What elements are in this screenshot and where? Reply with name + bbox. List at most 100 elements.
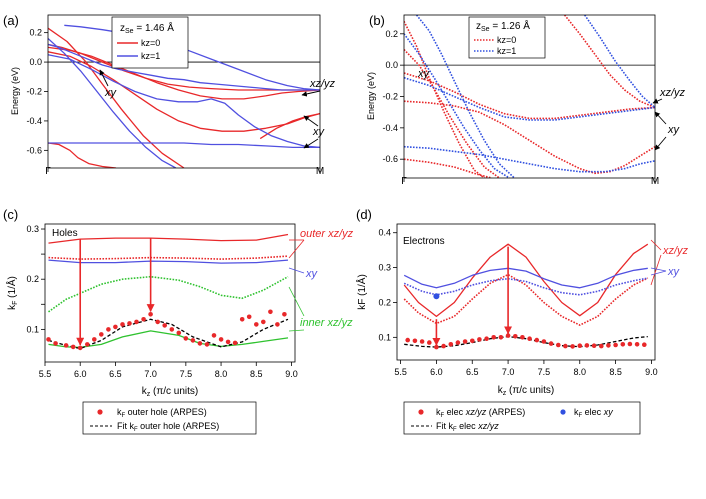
panel-d-data-point — [534, 337, 540, 343]
panel-b-xtick-label: M — [651, 176, 659, 187]
panel-d-annot-xzyz: xz/yz — [662, 245, 689, 257]
panel-c-data-point — [204, 342, 210, 347]
panel-c-data-point — [176, 330, 182, 336]
panel-c-data-point — [197, 341, 203, 346]
panel-d-ytick-label: 0.3 — [378, 263, 391, 273]
panel-c-legend-item-2: Fit kF outer hole (ARPES) — [117, 421, 219, 433]
panel-c-annot-inner-leader1 — [288, 286, 305, 317]
panel-c-data-point — [218, 337, 224, 342]
panel-d-data-point — [477, 337, 482, 342]
panel-d-data-point — [606, 343, 611, 348]
panel-c-xtick-label: 7.0 — [144, 369, 157, 379]
panel-a-annot-xy-top: xy — [104, 87, 118, 99]
panel-d-data-point — [527, 336, 532, 342]
panel-d-data-point — [505, 333, 511, 338]
panel-a-ytick-label: -0.2 — [26, 87, 42, 97]
panel-c-xtick-label: 9.0 — [285, 369, 298, 379]
panel-b-ytick-label: -0.4 — [382, 123, 398, 133]
panel-c-data-point — [268, 309, 273, 315]
panel-d-series-line-4 — [404, 335, 648, 348]
panel-d-data-point — [484, 336, 489, 342]
panel-d-data-point — [448, 342, 454, 347]
panel-b-series-line-1 — [404, 100, 655, 175]
panel-c-data-point — [190, 338, 196, 343]
panel-d-data-point — [570, 344, 575, 349]
panel-d-data-point — [433, 293, 440, 300]
panel-c-data-point — [53, 341, 58, 346]
panel-c-annot-inner: inner xz/yz — [300, 317, 353, 329]
panel-b-ytick-label: 0.2 — [385, 29, 398, 39]
panel-d-data-point — [419, 339, 425, 344]
panel-c-data-point — [106, 327, 111, 332]
panel-d-data-point — [642, 342, 647, 348]
panel-b-legend-kz1-label: kz=1 — [497, 46, 516, 56]
panel-d-xtick-label: 8.5 — [609, 367, 622, 377]
panel-c-data-point — [211, 333, 217, 338]
panel-d-data-point — [412, 338, 418, 344]
panel-b-annot-xy-bottom: xy — [667, 124, 681, 136]
panel-a: (a) 0.2 0.0 -0.2 -0.4 -0.6 Γ M Energy (eV) zS… — [3, 13, 336, 177]
panel-d-xtick-label: 7.5 — [538, 367, 551, 377]
panel-c-annot-outer: outer xz/yz — [300, 228, 354, 240]
panel-d-data-point — [620, 342, 626, 347]
panel-c-data-point — [253, 322, 259, 327]
panel-d-ylabel: kF (1/Å) — [355, 274, 368, 310]
panel-b-series-line-7 — [404, 145, 655, 173]
panel-c-label: (c) — [3, 207, 18, 222]
panel-a-ytick-label: -0.6 — [26, 145, 42, 155]
panel-b-series-line-5 — [563, 15, 655, 109]
panel-d-ytick-label: 0.4 — [378, 228, 391, 238]
panel-b-series-line-8 — [404, 33, 510, 178]
panel-c-data-point — [70, 344, 76, 350]
panel-c-data-point — [46, 337, 51, 342]
panel-b-xtick-label: Γ — [401, 176, 407, 187]
panel-a-xy-arrow-down — [303, 138, 319, 149]
panel-a-xzyz-arrow — [301, 90, 321, 97]
panel-a-series-line-10 — [48, 38, 177, 168]
panel-b-legend: zSe = 1.26 Å kz=0 kz=1 — [468, 16, 546, 59]
panel-d-data-point — [548, 341, 554, 346]
panel-b-series-line-2 — [404, 20, 485, 178]
panel-c-data-point — [155, 319, 160, 325]
panel-b-label: (b) — [369, 13, 385, 28]
panel-b: (b) 0.2 0.0 -0.2 -0.4 -0.6 Γ M Energy (eV) zS… — [366, 13, 686, 187]
panel-d-data-point — [427, 340, 432, 345]
panel-c-data-point — [99, 332, 104, 337]
panel-d-data-point — [498, 335, 504, 340]
panel-d-data-point — [577, 343, 583, 349]
panel-d-ytick-label: 0.1 — [378, 332, 391, 342]
panel-c-data-point — [169, 327, 175, 332]
panel-d-data-point — [405, 337, 411, 343]
panel-b-series-line-4 — [404, 158, 493, 178]
panel-a-legend: zSe = 1.46 Å kz=0 kz=1 — [111, 16, 189, 69]
panel-d-data-point — [563, 343, 568, 349]
panel-b-ytick-label: 0.0 — [385, 60, 398, 70]
panel-c-annot-inner-leader2 — [288, 329, 305, 332]
panel-c-data-point — [183, 336, 189, 341]
panel-a-legend-kz0-label: kz=0 — [141, 38, 160, 48]
panel-d-legend-dot-red — [418, 409, 424, 415]
panel-d-data-point — [634, 342, 640, 347]
panel-d: (d) 0.1 0.2 0.3 0.4 5.5 6.0 6.5 7.0 7.5 8.0 8.5 9.… — [355, 207, 689, 435]
panel-b-series-line-9 — [415, 15, 515, 178]
panel-a-series-line-5 — [259, 112, 320, 140]
panel-c-legend-item-1: kF outer hole (ARPES) — [117, 407, 207, 419]
panel-c-data-point — [239, 317, 245, 322]
panel-c-data-point — [232, 340, 238, 346]
panel-d-xtick-label: 5.5 — [394, 367, 407, 377]
panel-b-annot-xy-top: xy — [417, 68, 431, 80]
panel-d-data-point — [556, 342, 561, 348]
panel-d-xtick-label: 6.5 — [466, 367, 479, 377]
panel-c-xtick-label: 6.5 — [109, 369, 122, 379]
panel-d-data-point — [584, 343, 590, 348]
panel-a-legend-title: zSe = 1.46 Å — [120, 21, 174, 35]
panel-a-ytick-label: -0.4 — [26, 116, 42, 126]
panel-d-ytick-label: 0.2 — [378, 297, 391, 307]
panel-d-series-line-0 — [403, 243, 649, 318]
panel-d-data-point — [541, 339, 547, 344]
panel-c-data-point — [282, 312, 287, 317]
panel-d-data-point — [441, 343, 446, 349]
panel-c-annot-outer-leader1 — [288, 239, 305, 259]
panel-d-legend-box — [403, 401, 641, 435]
panel-d-frame — [396, 223, 656, 361]
